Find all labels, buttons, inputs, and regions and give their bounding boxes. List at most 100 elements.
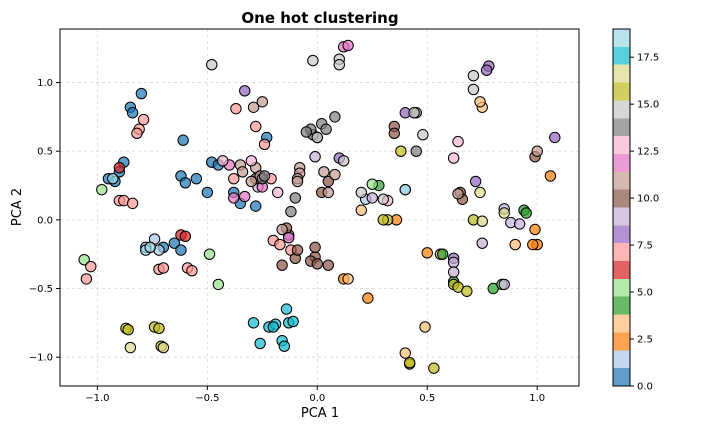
scatter-point-30 (421, 247, 433, 259)
scatter-point-65 (126, 197, 139, 210)
scatter-point-142 (272, 186, 284, 199)
scatter-point-91 (498, 278, 510, 291)
scatter-point-152 (258, 170, 271, 182)
colorbar-tick-label-3: 7.5 (637, 241, 653, 252)
scatter-point-55 (179, 230, 192, 243)
scatter-point-165 (355, 186, 367, 199)
scatter-point-181 (122, 324, 134, 336)
scatter-point-144 (320, 123, 332, 135)
scatter-point-8 (179, 177, 192, 189)
scatter-point-100 (322, 259, 334, 271)
scatter-point-51 (212, 278, 225, 291)
scatter-point-50 (203, 248, 216, 260)
y-tick-label-2: 0.0 (37, 215, 53, 226)
scatter-point-81 (469, 175, 482, 188)
scatter-point-166 (377, 193, 389, 205)
scatter-point-102 (309, 241, 321, 254)
scatter-point-168 (395, 145, 407, 157)
scatter-point-88 (513, 218, 526, 230)
scatter-point-92 (447, 266, 460, 278)
scatter-point-40 (342, 273, 354, 285)
scatter-point-197 (267, 321, 280, 333)
scatter-point-195 (278, 340, 291, 352)
scatter-point-199 (144, 241, 156, 254)
scatter-point-66 (137, 113, 150, 126)
scatter-point-70 (228, 172, 240, 185)
scatter-point-155 (289, 192, 302, 204)
colorbar-ticks: 0.0 2.5 5.0 7.5 10.0 12.5 15.0 17.5 (630, 53, 659, 393)
colorbar-tick-label-6: 15.0 (637, 100, 659, 111)
scatter-point-125 (329, 168, 341, 181)
colorbar-tick-label-5: 12.5 (637, 147, 659, 158)
scatter-point-124 (276, 223, 288, 236)
scatter-point-94 (309, 150, 321, 163)
scatter-point-160 (467, 69, 480, 82)
plot-frame (59, 28, 580, 387)
scatter-point-60 (80, 273, 93, 285)
scatter-point-62 (157, 262, 170, 274)
scatter-point-134 (228, 192, 240, 204)
scatter-point-9 (201, 186, 214, 199)
scatter-point-27 (529, 223, 541, 236)
scatter-point-59 (85, 260, 97, 273)
y-tick-label-3: 0.5 (37, 147, 53, 158)
chart-title: One hot clustering (241, 9, 398, 27)
scatter-point-153 (285, 205, 297, 218)
scatter-point-93 (366, 192, 378, 204)
x-axis-label: PCA 1 (301, 406, 339, 421)
scatter-point-90 (447, 256, 460, 269)
scatter-point-186 (157, 341, 170, 354)
scatter-point-17 (168, 237, 181, 249)
scatter-point-137 (447, 152, 460, 164)
scatter-point-84 (239, 85, 251, 97)
points-layer (78, 39, 561, 374)
scatter-point-48 (78, 253, 90, 266)
scatter-point-110 (276, 259, 288, 271)
scatter-point-39 (399, 347, 411, 359)
scatter-point-188 (247, 317, 260, 329)
scatter-point-43 (436, 248, 449, 260)
x-tick-label-3: 0.5 (419, 393, 435, 404)
y-tick-label-0: −1.0 (29, 353, 53, 364)
scatter-point-19 (177, 134, 189, 146)
colorbar-tick-label-1: 2.5 (637, 335, 653, 346)
colorbar: 0.0 2.5 5.0 7.5 10.0 12.5 15.0 17.5 (612, 28, 659, 393)
scatter-point-29 (362, 292, 374, 304)
scatter-point-118 (236, 166, 249, 178)
scatter-point-187 (498, 207, 510, 219)
scatter-point-20 (190, 172, 203, 185)
scatter-point-131 (342, 39, 354, 52)
scatter-point-126 (318, 166, 330, 178)
scatter-point-69 (230, 102, 242, 115)
scatter-point-49 (96, 183, 108, 196)
scatter-point-71 (250, 120, 262, 133)
scatter-point-139 (245, 155, 258, 167)
scatter-point-135 (239, 190, 251, 203)
scatter-point-196 (254, 337, 266, 350)
scatter-point-122 (256, 96, 269, 108)
colorbar-tick-label-2: 5.0 (637, 288, 653, 299)
scatter-point-0 (135, 87, 148, 100)
scatter-point-167 (311, 131, 324, 144)
scatter-point-128 (452, 188, 464, 200)
scatter-point-18 (175, 244, 187, 256)
scatter-point-159 (206, 58, 218, 71)
scatter-point-201 (107, 172, 119, 185)
scatter-point-136 (283, 232, 295, 244)
scatter-point-121 (245, 175, 258, 188)
scatter-point-162 (417, 129, 429, 141)
scatter-point-164 (337, 155, 350, 167)
scatter-point-45 (520, 207, 532, 219)
scatter-point-33 (527, 238, 539, 251)
y-tick-label-1: −0.5 (29, 284, 53, 295)
scatter-point-150 (410, 145, 422, 157)
scatter-point-200 (399, 183, 411, 196)
colorbar-tick-label-7: 17.5 (637, 53, 659, 64)
x-tick-label-0: −1.0 (85, 393, 109, 404)
scatter-point-174 (461, 285, 473, 297)
scatter-point-38 (419, 321, 431, 333)
scatter-point-157 (333, 58, 345, 71)
scatter-point-78 (480, 64, 493, 76)
scatter-point-176 (428, 362, 440, 374)
